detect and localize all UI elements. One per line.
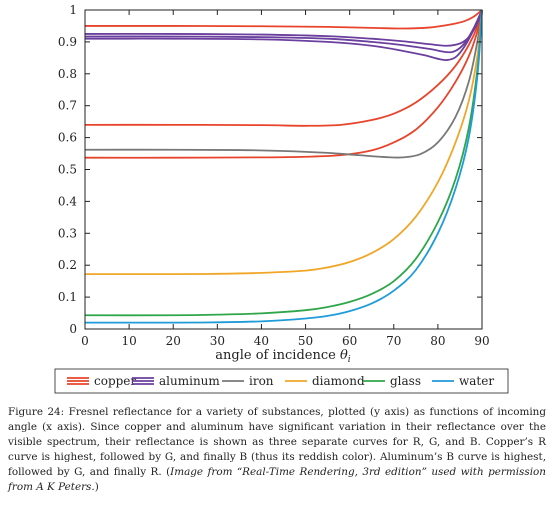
tick-labels-layer: 0 10 20 30 40 50 60 70 80 90 0 0.1 0.2 0.3 0.4 0.5 0.6 0.… — [58, 3, 490, 348]
fresnel-chart: 0 10 20 30 40 50 60 70 80 90 0 0.1 0.2 0.3 0.4 0.5 0.6 0.… — [54, 3, 509, 394]
series-line-diamond — [84, 9, 483, 276]
plot-frame — [84, 9, 483, 330]
y-tick-label: 0.6 — [58, 131, 77, 145]
legend-item-glass: glass — [363, 374, 421, 388]
series-line-copper-g — [84, 9, 483, 127]
x-tick-label: 10 — [121, 334, 136, 348]
legend-label: copper — [94, 374, 136, 388]
caption-main-text: Figure 24: Fresnel reflectance for a var… — [8, 406, 546, 478]
series-line-glass — [84, 9, 483, 317]
x-tick-label: 90 — [474, 334, 489, 348]
legend-label: aluminum — [159, 374, 220, 388]
x-tick-label: 30 — [210, 334, 225, 348]
x-axis-label-text: angle of incidence — [215, 348, 336, 363]
legend-item-aluminum: aluminum — [132, 374, 220, 388]
series-line-iron — [84, 9, 483, 159]
x-axis-label: angle of incidence θi — [215, 348, 351, 365]
y-tick-label: 0.8 — [58, 67, 77, 81]
y-tick-label: 0.2 — [58, 258, 77, 272]
series-line-aluminum-r — [84, 9, 483, 62]
y-tick-label: 0.4 — [58, 194, 77, 208]
ticks-layer — [84, 9, 483, 330]
legend-item-iron: iron — [222, 374, 274, 388]
legend-label: glass — [390, 374, 421, 388]
y-tick-label: 0.5 — [58, 163, 77, 177]
legend-label: diamond — [312, 374, 365, 388]
legend-label: iron — [249, 374, 274, 388]
legend-item-water: water — [432, 374, 494, 388]
series-line-copper-b — [84, 9, 483, 159]
x-tick-label: 0 — [81, 334, 89, 348]
x-tick-label: 70 — [386, 334, 401, 348]
caption-credit-text: Image from “Real-Time Rendering, 3rd edi… — [8, 466, 546, 493]
series-line-aluminum-g — [84, 9, 483, 54]
series-line-water — [84, 9, 483, 324]
figure-caption: Figure 24: Fresnel reflectance for a var… — [8, 405, 546, 495]
y-tick-label: 0.1 — [58, 290, 77, 304]
series-layer — [84, 9, 483, 324]
x-tick-label: 60 — [342, 334, 357, 348]
series-line-copper-r — [84, 9, 483, 30]
x-tick-label: 80 — [430, 334, 445, 348]
caption-end-text: ) — [94, 481, 99, 493]
x-axis-label-subscript: i — [348, 355, 351, 365]
legend-items: copper aluminum iron diamond glass water — [67, 374, 494, 388]
y-tick-label: 0.9 — [58, 35, 77, 49]
y-tick-label: 0.3 — [58, 226, 77, 240]
legend: copper aluminum iron diamond glass water — [54, 368, 509, 394]
y-tick-label: 0 — [69, 322, 77, 336]
x-tick-label: 50 — [298, 334, 313, 348]
legend-label: water — [459, 374, 494, 388]
x-axis-label-symbol: θ — [340, 348, 348, 363]
x-tick-label: 20 — [166, 334, 181, 348]
y-tick-label: 0.7 — [58, 99, 77, 113]
y-tick-label: 1 — [69, 3, 77, 17]
x-tick-label: 40 — [254, 334, 269, 348]
legend-item-copper: copper — [67, 374, 136, 388]
legend-item-diamond: diamond — [285, 374, 365, 388]
